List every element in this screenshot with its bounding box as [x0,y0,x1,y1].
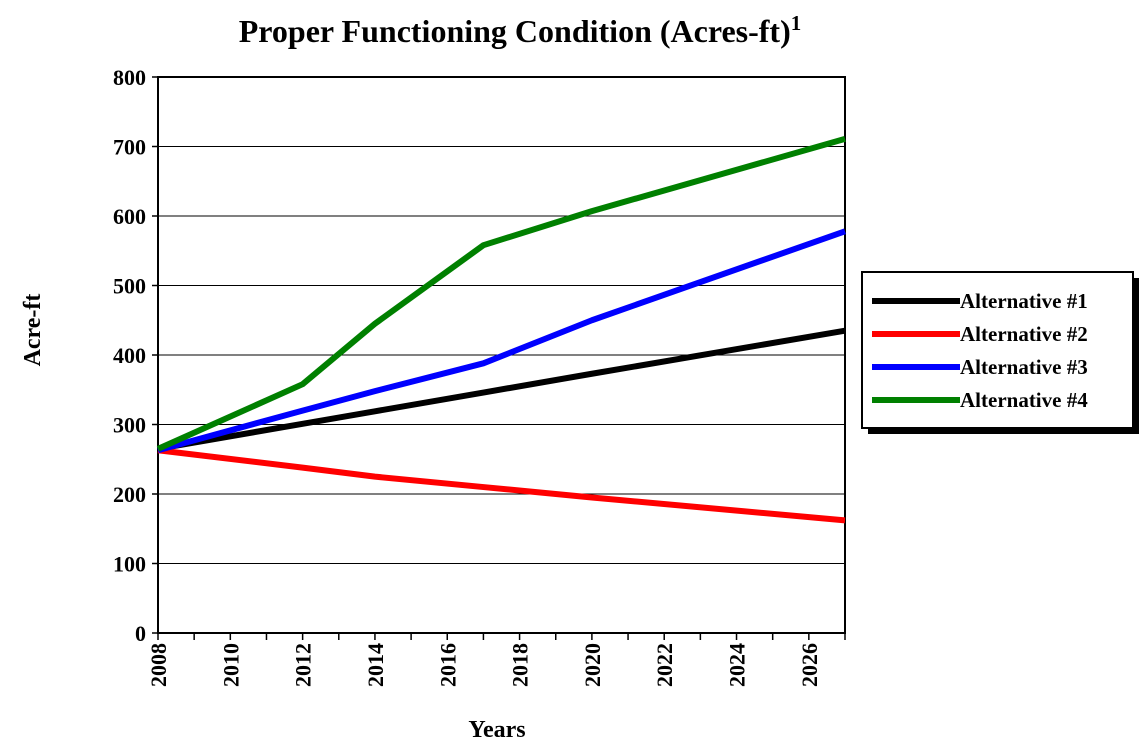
x-tick-label: 2012 [291,643,316,687]
x-tick-label: 2020 [580,643,605,687]
x-tick-label: 2016 [435,643,460,687]
y-tick-label: 300 [113,413,146,438]
series-line [156,135,846,452]
x-tick-label: 2026 [797,643,822,687]
x-axis-label: Years [468,717,525,743]
title-note: 1 [791,11,802,35]
y-tick-label: 500 [113,274,146,299]
x-tick-label: 2014 [363,643,388,687]
x-tick-label: 2022 [652,643,677,687]
legend-label: Alternative #2 [960,322,1088,346]
y-tick-label: 0 [135,621,146,646]
legend-label: Alternative #4 [960,388,1088,412]
y-axis-label: Acre-ft [20,294,46,367]
legend-label: Alternative #3 [960,355,1088,379]
y-tick-label: 700 [113,135,146,160]
y-tick-label: 200 [113,482,146,507]
x-tick-label: 2010 [218,643,243,687]
series-line [157,327,846,452]
x-tick-label: 2018 [508,643,533,687]
series-line [157,228,846,454]
x-tick-label: 2024 [725,643,750,687]
legend-label: Alternative #1 [960,289,1088,313]
y-tick-label: 600 [113,204,146,229]
title-text: Proper Functioning Condition (Acres-ft) [239,13,791,49]
plot-frame [157,76,846,634]
y-tick-label: 400 [113,343,146,368]
series-line [157,447,846,524]
y-tick-label: 100 [113,552,146,577]
y-tick-label: 800 [113,65,146,90]
x-tick-label: 2008 [146,643,171,687]
chart-title: Proper Functioning Condition (Acres-ft)1 [239,11,801,49]
